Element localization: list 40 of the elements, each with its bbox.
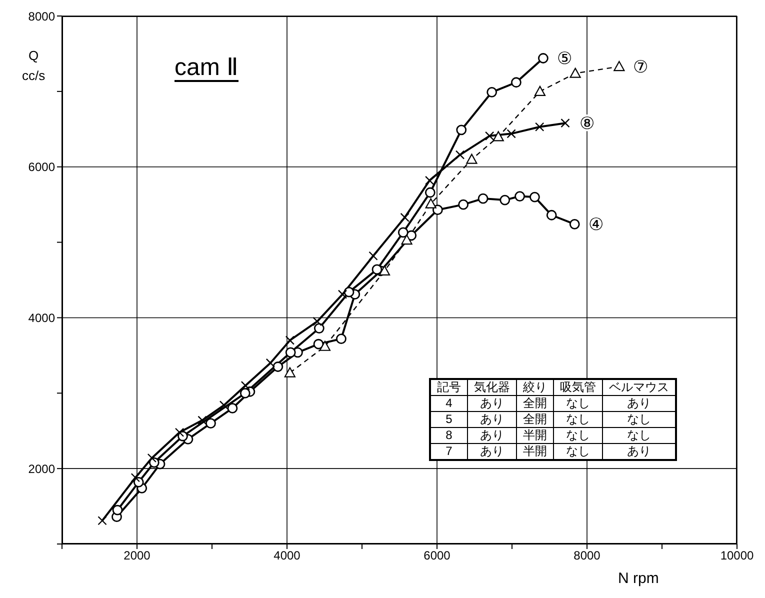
y-tick-label: 2000: [28, 462, 56, 476]
annotation: 半開: [516, 428, 554, 444]
annotation: 8: [430, 428, 468, 444]
x-tick-label: 8000: [574, 548, 601, 563]
series-label: ⑤: [557, 49, 572, 68]
annotation: あり: [468, 412, 516, 428]
annotation: 記号: [430, 379, 468, 396]
annotation: あり: [468, 428, 516, 444]
annotation: 5: [430, 412, 468, 428]
annotation: なし: [554, 412, 602, 428]
x-tick-label: 2000: [124, 548, 151, 563]
annotation: ベルマウス: [602, 379, 676, 396]
annotation: あり: [602, 444, 676, 460]
x-axis-title: N rpm: [618, 570, 659, 587]
series-label: ④: [588, 215, 604, 234]
annotation: なし: [602, 428, 676, 444]
annotation: あり: [602, 396, 676, 412]
annotation: 吸気管: [554, 379, 602, 396]
annotation: 4: [430, 396, 468, 412]
y-axis-title: Q cc/s: [22, 47, 46, 85]
text: cam Ⅱ: [174, 53, 239, 82]
x-tick-label: 6000: [424, 548, 451, 563]
y-tick-label: 6000: [28, 160, 56, 174]
annotation: 全開: [516, 396, 554, 412]
annotation: 全開: [516, 412, 554, 428]
annotation: あり: [468, 396, 516, 412]
series-label: ⑦: [633, 58, 648, 77]
annotation: なし: [554, 444, 602, 460]
annotation: なし: [554, 396, 602, 412]
y-tick-label: 4000: [28, 310, 56, 325]
annotation: 気化器: [468, 379, 516, 396]
annotation: 絞り: [516, 379, 554, 396]
annotation: なし: [602, 412, 676, 428]
annotation: なし: [554, 428, 602, 444]
annotation: 半開: [516, 444, 554, 460]
x-tick-label: 10000: [720, 548, 754, 563]
y-tick-label: 8000: [28, 9, 56, 24]
annotation: 7: [430, 444, 468, 460]
x-tick-label: 4000: [274, 548, 301, 563]
annotation: あり: [468, 444, 516, 460]
